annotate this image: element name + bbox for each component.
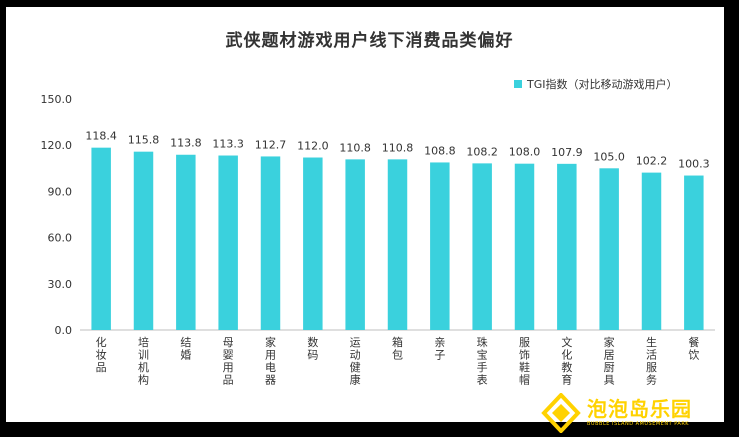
y-tick-label: 0.0 [55, 324, 73, 337]
bar [345, 159, 365, 330]
bar-value-label: 115.8 [128, 134, 160, 147]
legend-label: TGI指数（对比移动游戏用户） [526, 77, 678, 91]
bar-value-label: 108.2 [466, 145, 498, 158]
bar-value-label: 112.7 [255, 138, 287, 151]
x-tick-label: 餐饮 [688, 335, 699, 362]
bar-value-label: 113.3 [212, 138, 244, 151]
x-tick-label: 化妆品 [96, 335, 107, 374]
x-tick-label: 运动健康 [350, 336, 361, 387]
bar [133, 151, 154, 330]
bar [387, 159, 408, 330]
x-tick-label: 母婴用品 [223, 336, 234, 387]
bar-value-label: 110.8 [339, 141, 371, 154]
bar-value-label: 100.3 [678, 158, 710, 171]
axis-layer: 0.0 30.0 60.0 90.0 120.0 150.0 化妆品 培训机构 结婚 母婴用品 家用… [41, 93, 715, 387]
bar-value-label: 108.8 [424, 144, 456, 157]
bar-value-label: 107.9 [551, 146, 583, 159]
watermark-logo: 泡泡岛乐园 BUBBLE ISLAND AMUSEMENT PARK [541, 388, 739, 437]
y-tick-label: 120.0 [41, 139, 73, 152]
x-tick-label: 家用电器 [265, 335, 276, 387]
bar-value-label: 105.0 [593, 150, 625, 163]
bar-value-label: 108.0 [509, 146, 541, 159]
legend-swatch [514, 80, 522, 88]
bar [514, 163, 535, 330]
watermark-subtitle: BUBBLE ISLAND AMUSEMENT PARK [587, 420, 690, 427]
bar [472, 163, 492, 330]
legend: TGI指数（对比移动游戏用户） [514, 77, 678, 91]
bar-value-label: 113.8 [170, 137, 202, 150]
x-tick-label: 结婚 [180, 336, 191, 362]
x-tick-label: 文化教育 [561, 335, 572, 387]
y-tick-label: 60.0 [48, 232, 73, 245]
bar [91, 147, 111, 330]
bar [176, 154, 196, 330]
bar [430, 162, 450, 330]
x-tick-label: 亲子 [434, 335, 445, 362]
bar [641, 172, 662, 330]
x-tick-label: 服饰鞋帽 [519, 336, 530, 387]
bar [684, 175, 704, 330]
x-tick-label: 家居厨具 [604, 335, 615, 387]
x-tick-label: 珠宝手表 [477, 335, 488, 387]
bar-value-label: 118.4 [85, 130, 117, 143]
bar [303, 157, 323, 330]
y-tick-label: 90.0 [48, 185, 73, 198]
bar-value-label: 102.2 [636, 155, 668, 168]
bubble-island-logo-icon [541, 392, 581, 433]
x-tick-label: 生活服务 [646, 335, 657, 387]
y-tick-label: 30.0 [48, 278, 73, 291]
bar-value-label: 112.0 [297, 140, 329, 153]
bar [599, 168, 619, 330]
bar [260, 156, 281, 330]
watermark-title: 泡泡岛乐园 [587, 396, 692, 421]
bar [218, 155, 238, 330]
bars-layer: 118.4 115.8 113.8 113.3 112.7 112.0 110.8 110.8… [85, 130, 710, 330]
x-tick-label: 箱包 [392, 335, 403, 362]
bar [557, 163, 577, 330]
x-tick-label: 培训机构 [138, 335, 149, 387]
y-tick-label: 150.0 [41, 93, 73, 106]
chart-title: 武侠题材游戏用户线下消费品类偏好 [225, 31, 514, 51]
bar-value-label: 110.8 [382, 141, 414, 154]
x-tick-label: 数码 [307, 336, 318, 362]
